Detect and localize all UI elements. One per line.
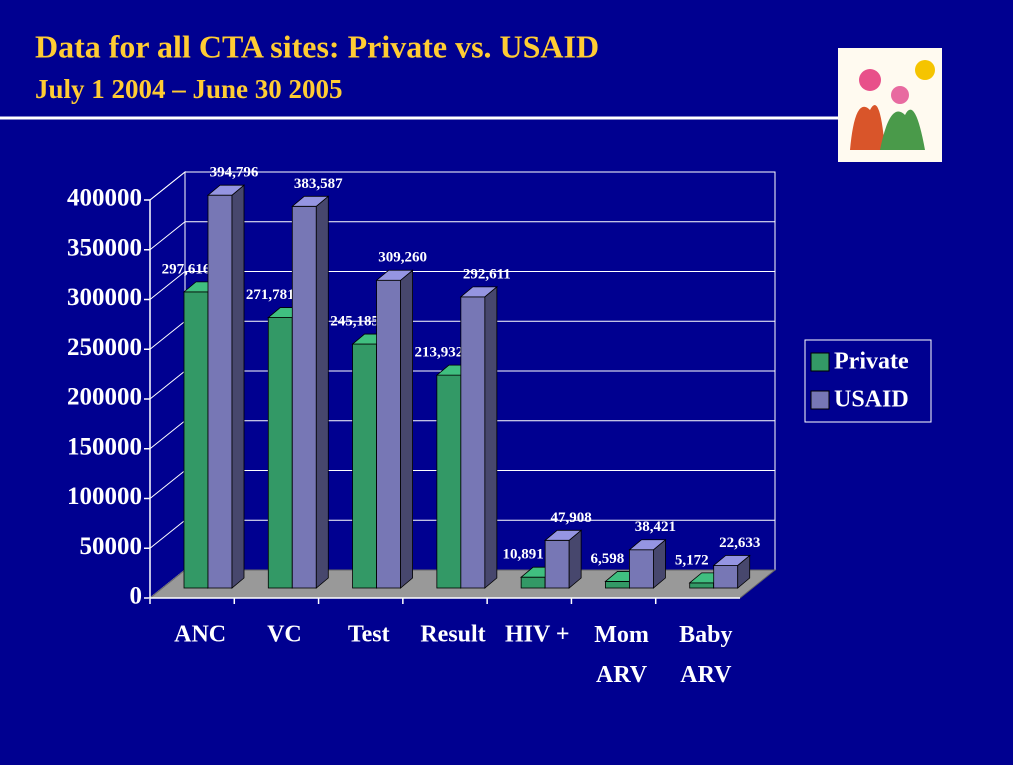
value-label: 22,633 bbox=[719, 535, 760, 551]
value-label: 394,796 bbox=[210, 165, 259, 181]
value-label: 5,172 bbox=[675, 552, 709, 568]
x-tick-label: HIV + bbox=[505, 622, 570, 648]
bar-front bbox=[545, 540, 569, 588]
value-label: 245,185 bbox=[330, 313, 379, 329]
bar bbox=[208, 185, 244, 588]
bar-front bbox=[521, 577, 545, 588]
value-label: 292,611 bbox=[463, 266, 511, 282]
bar bbox=[629, 540, 665, 588]
value-label: 10,891 bbox=[503, 547, 544, 563]
x-tick-label: ANC bbox=[174, 622, 226, 648]
bar-front bbox=[714, 565, 738, 588]
x-tick-label: VC bbox=[267, 622, 302, 648]
bar bbox=[377, 270, 413, 588]
legend-swatch bbox=[811, 391, 829, 409]
y-tick-label: 100000 bbox=[67, 483, 142, 510]
bar-front bbox=[208, 195, 232, 588]
chart-subtitle: July 1 2004 – June 30 2005 bbox=[35, 74, 343, 104]
bar-front bbox=[184, 292, 208, 588]
y-tick-label: 50000 bbox=[80, 533, 143, 560]
y-tick-label: 350000 bbox=[67, 234, 142, 261]
value-label: 213,932 bbox=[414, 345, 463, 361]
logo-image bbox=[838, 48, 942, 162]
value-label: 383,587 bbox=[294, 176, 343, 192]
bar bbox=[461, 287, 497, 588]
x-tick-label: Result bbox=[420, 622, 485, 648]
y-tick-label: 150000 bbox=[67, 433, 142, 460]
y-tick-label: 0 bbox=[130, 583, 143, 610]
logo-sun bbox=[915, 60, 935, 80]
value-label: 47,908 bbox=[551, 510, 592, 526]
x-tick-label: Test bbox=[348, 622, 390, 648]
logo-flower bbox=[891, 86, 909, 104]
chart-title: Data for all CTA sites: Private vs. USAI… bbox=[35, 28, 599, 64]
value-label: 271,781 bbox=[246, 287, 295, 303]
legend-swatch bbox=[811, 353, 829, 371]
bar bbox=[292, 196, 328, 588]
bar-front bbox=[437, 375, 461, 588]
bar-side bbox=[485, 287, 497, 588]
bar-side bbox=[316, 196, 328, 588]
bar-front bbox=[605, 581, 629, 588]
value-label: 309,260 bbox=[378, 250, 427, 266]
value-label: 6,598 bbox=[591, 551, 625, 567]
value-label: 38,421 bbox=[635, 519, 676, 535]
y-tick-label: 300000 bbox=[67, 284, 142, 311]
y-tick-label: 200000 bbox=[67, 384, 142, 411]
bar-front bbox=[353, 344, 377, 588]
y-tick-label: 400000 bbox=[67, 185, 142, 212]
bar-front bbox=[377, 280, 401, 588]
bar-side bbox=[401, 270, 413, 588]
y-tick-label: 250000 bbox=[67, 334, 142, 361]
bar-front bbox=[690, 583, 714, 588]
value-label: 297,616 bbox=[162, 261, 211, 277]
slide: Data for all CTA sites: Private vs. USAI… bbox=[0, 0, 1013, 765]
bar-side bbox=[232, 185, 244, 588]
logo-flower bbox=[859, 69, 881, 91]
bar-front bbox=[268, 318, 292, 588]
bar-front bbox=[461, 297, 485, 588]
legend-label: USAID bbox=[834, 387, 909, 413]
bar-front bbox=[292, 206, 316, 588]
bar-front bbox=[629, 550, 653, 588]
bar bbox=[545, 530, 581, 588]
legend-label: Private bbox=[834, 349, 909, 375]
